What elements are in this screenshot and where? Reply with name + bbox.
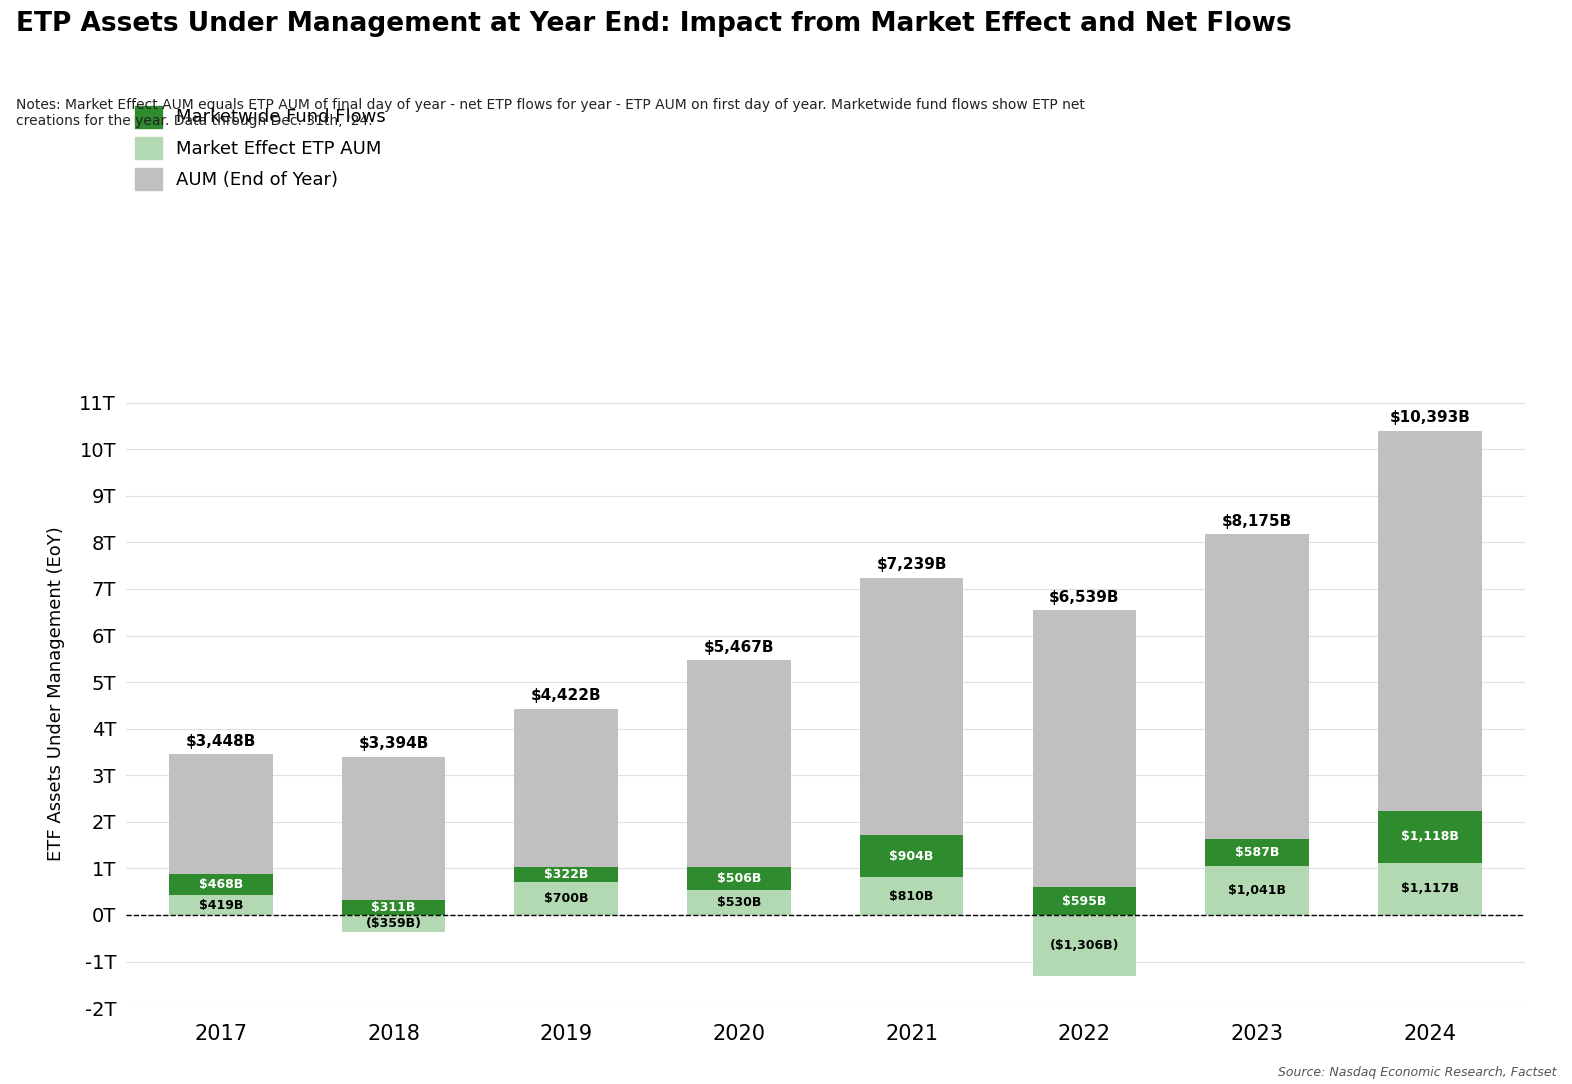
Bar (514, 709, 618, 867)
Text: $311B: $311B (371, 901, 415, 914)
Text: $5,467B: $5,467B (704, 640, 773, 655)
Text: ($359B): ($359B) (365, 917, 421, 930)
Text: $595B: $595B (1063, 894, 1107, 907)
Text: ETP Assets Under Management at Year End: Impact from Market Effect and Net Flows: ETP Assets Under Management at Year End:… (16, 11, 1292, 37)
Text: $322B: $322B (544, 868, 588, 881)
Bar (687, 890, 791, 915)
Bar (1379, 863, 1482, 915)
Text: $419B: $419B (198, 899, 244, 912)
Text: ($1,306B): ($1,306B) (1050, 939, 1119, 952)
Bar (1033, 915, 1137, 976)
Text: $3,448B: $3,448B (185, 734, 256, 749)
Bar (687, 867, 791, 890)
Text: $6,539B: $6,539B (1049, 590, 1119, 605)
Text: $7,239B: $7,239B (877, 557, 946, 572)
Bar (1033, 888, 1137, 915)
Text: $904B: $904B (890, 850, 934, 863)
Bar (1033, 610, 1137, 888)
Text: $1,118B: $1,118B (1401, 830, 1459, 843)
Bar (1206, 866, 1309, 915)
Bar (1379, 811, 1482, 863)
Bar (860, 835, 964, 877)
Bar (1206, 534, 1309, 839)
Bar (860, 877, 964, 915)
Text: $1,117B: $1,117B (1401, 882, 1459, 895)
Text: $506B: $506B (717, 872, 761, 885)
Legend: Marketwide Fund Flows, Market Effect ETP AUM, AUM (End of Year): Marketwide Fund Flows, Market Effect ETP… (135, 105, 387, 190)
Bar (1206, 839, 1309, 866)
Text: $587B: $587B (1236, 847, 1280, 860)
Y-axis label: ETF Assets Under Management (EoY): ETF Assets Under Management (EoY) (47, 527, 66, 861)
Text: $8,175B: $8,175B (1221, 514, 1292, 529)
Bar (860, 578, 964, 835)
Bar (341, 757, 445, 901)
Bar (514, 882, 618, 915)
Text: $810B: $810B (890, 890, 934, 903)
Text: $468B: $468B (198, 878, 244, 891)
Text: $700B: $700B (544, 892, 588, 905)
Bar (341, 901, 445, 915)
Bar (514, 867, 618, 882)
Bar (168, 754, 272, 874)
Text: $530B: $530B (717, 896, 761, 909)
Text: $4,422B: $4,422B (531, 688, 602, 704)
Text: Notes: Market Effect AUM equals ETP AUM of final day of year - net ETP flows for: Notes: Market Effect AUM equals ETP AUM … (16, 98, 1085, 128)
Bar (341, 915, 445, 931)
Text: $10,393B: $10,393B (1390, 411, 1470, 425)
Text: $3,394B: $3,394B (358, 736, 429, 751)
Bar (168, 874, 272, 895)
Bar (687, 660, 791, 867)
Bar (1379, 431, 1482, 811)
Text: $1,041B: $1,041B (1228, 885, 1286, 898)
Bar (168, 895, 272, 915)
Text: Source: Nasdaq Economic Research, Factset: Source: Nasdaq Economic Research, Factse… (1278, 1066, 1556, 1079)
